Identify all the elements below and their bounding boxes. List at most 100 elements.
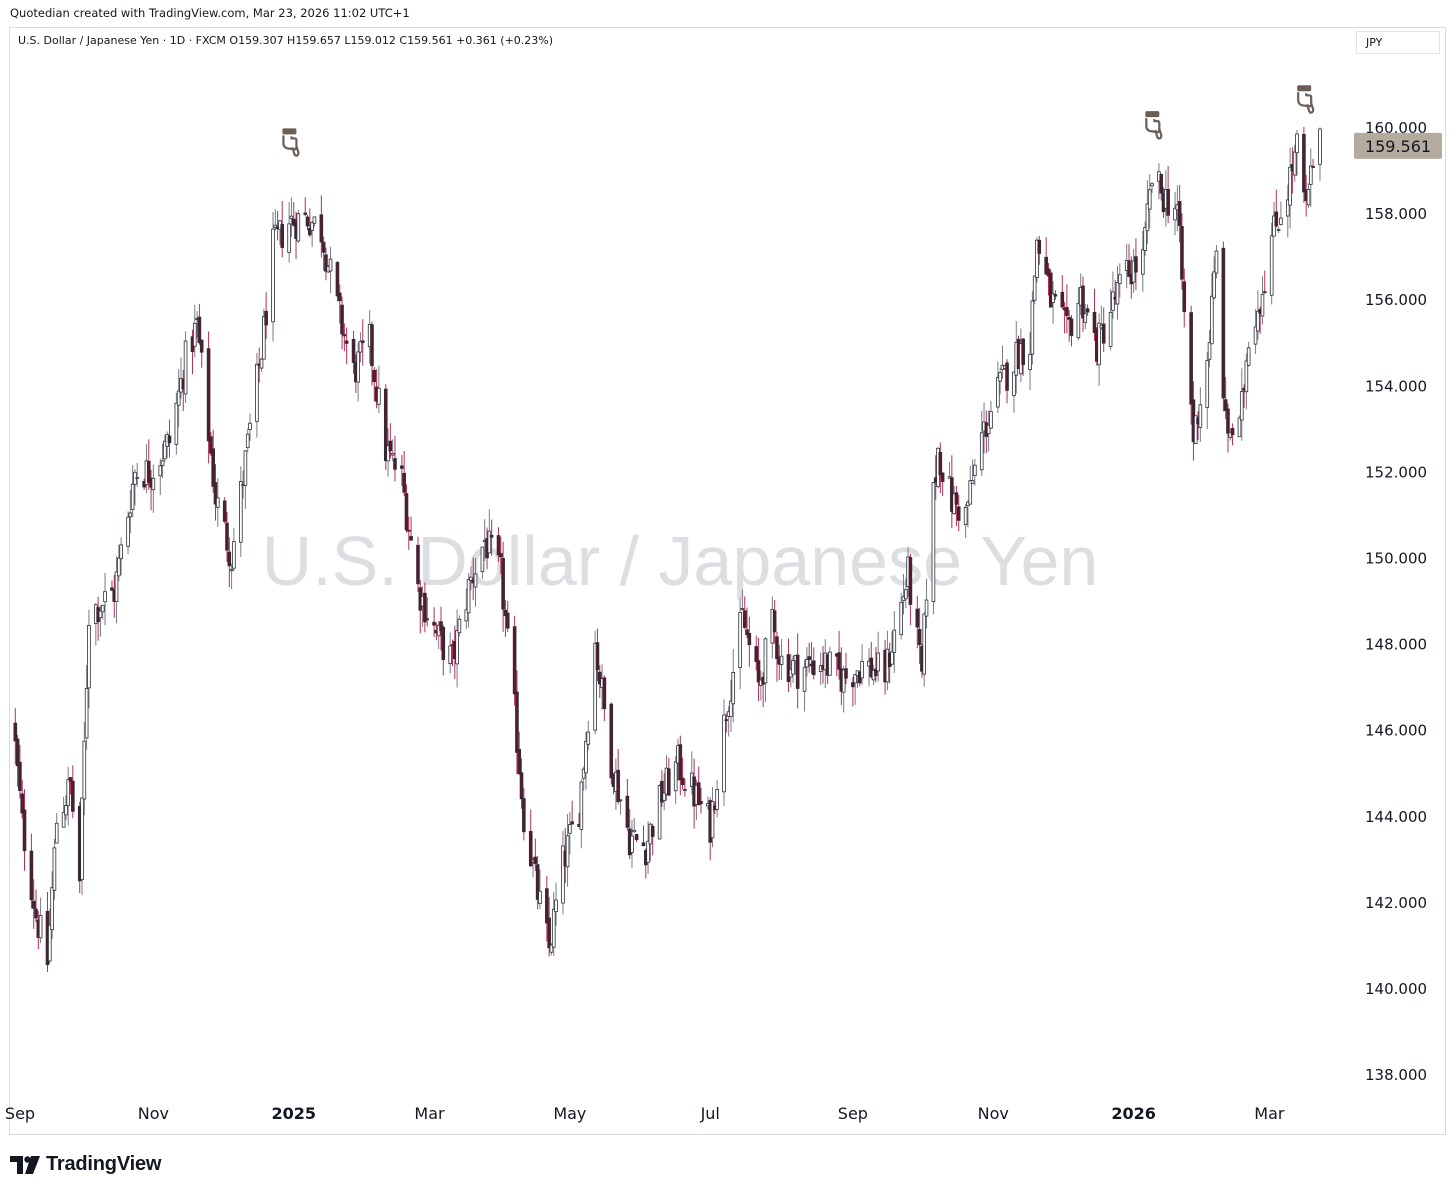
candle-body (1127, 260, 1131, 277)
candle-body (763, 638, 768, 684)
candle-body (844, 668, 848, 679)
candle-body (372, 369, 377, 383)
candle-body (1256, 310, 1260, 332)
candle-body (48, 924, 52, 962)
candle-body (1285, 199, 1290, 217)
y-tick-label: 152.000 (1365, 463, 1427, 481)
x-tick-label: Sep (5, 1104, 35, 1123)
candle-body (255, 363, 259, 422)
symbol-legend[interactable]: U.S. Dollar / Japanese Yen · 1D · FXCM O… (18, 34, 554, 47)
candle-body (280, 224, 285, 248)
candle-body (1223, 399, 1228, 412)
candle-body (772, 610, 777, 633)
candle-body (356, 351, 360, 383)
candle-body (455, 630, 459, 665)
candle-body (522, 798, 526, 833)
candle-body (393, 458, 397, 470)
candle-body (64, 805, 68, 816)
time-axis[interactable]: Sep Nov 2025 Mar May Jul Sep Nov 2026 Mar (5, 1104, 1285, 1123)
candle-body (496, 535, 501, 556)
hand-pointing-down-icon[interactable] (282, 128, 300, 157)
y-tick-label: 140.000 (1365, 980, 1427, 998)
candle-body (487, 530, 492, 554)
candles-layer (13, 126, 1322, 972)
candle-body (87, 625, 91, 689)
candle-body (922, 613, 927, 675)
candle-body (1279, 217, 1283, 225)
candle-body (860, 661, 864, 679)
brand-name: TradingView (46, 1153, 162, 1175)
candle-body (1193, 415, 1198, 444)
candle-body (1051, 293, 1055, 303)
candle-body (321, 241, 326, 253)
candle-body (811, 660, 816, 676)
hand-pointing-down-icon[interactable] (1145, 111, 1163, 140)
candle-body (595, 642, 600, 671)
candle-body (724, 719, 729, 722)
x-tick-label: Nov (978, 1104, 1009, 1123)
candle-body (876, 652, 880, 672)
candle-body (533, 856, 538, 864)
candle-body (1311, 166, 1315, 168)
candle-body (609, 703, 614, 779)
currency-label[interactable]: JPY (1356, 31, 1440, 54)
candle-body (466, 579, 471, 614)
candle-body (342, 334, 347, 337)
candle-body (568, 824, 572, 834)
candle-body (489, 534, 494, 538)
candle-body (464, 609, 469, 622)
candle-body (163, 440, 167, 460)
y-tick-label: 154.000 (1365, 377, 1427, 395)
x-tick-label: Nov (138, 1104, 169, 1123)
candle-body (328, 258, 333, 272)
candle-body (197, 316, 202, 344)
candle-body (312, 216, 317, 224)
candle-body (1053, 294, 1058, 297)
candle-body (215, 497, 220, 508)
candle-body (1145, 203, 1150, 232)
candle-body (597, 671, 602, 685)
candle-body (245, 433, 250, 449)
candle-body (1318, 128, 1322, 165)
candle-body (20, 793, 25, 814)
hand-pointing-down-icon[interactable] (1297, 85, 1315, 114)
candle-body (841, 669, 846, 693)
candle-body (386, 445, 390, 462)
candle-body (146, 460, 151, 483)
candle-body (1037, 239, 1042, 254)
chart-frame[interactable] (9, 27, 1446, 1135)
candle-body (956, 506, 961, 521)
y-tick-label: 144.000 (1365, 808, 1427, 826)
brand[interactable]: TradingView (10, 1153, 161, 1176)
candle-body (754, 646, 759, 662)
candle-body (1134, 256, 1138, 273)
candle-body (616, 769, 620, 803)
candle-body (84, 688, 89, 739)
candle-body (874, 668, 878, 677)
candle-body (130, 483, 135, 510)
candle-body (167, 435, 172, 444)
candle-body (213, 482, 218, 505)
price-axis[interactable]: 160.000 158.000 156.000 154.000 152.000 150.0… (1365, 119, 1427, 1084)
candle-body (1180, 226, 1184, 280)
candle-body (183, 340, 188, 395)
candle-body (271, 228, 275, 323)
candle-body (38, 915, 43, 939)
symbol-watermark: U.S. Dollar / Japanese Yen (262, 522, 1099, 600)
candle-body (828, 651, 832, 676)
candle-body (998, 372, 1002, 382)
candle-body (1182, 281, 1187, 312)
candle-body (243, 450, 248, 486)
candle-body (1030, 300, 1035, 355)
candle-body (259, 358, 264, 369)
candle-body (1097, 322, 1101, 366)
candle-body (441, 626, 446, 661)
candle-body (358, 341, 363, 353)
candle-body (851, 682, 855, 688)
candle-body (593, 643, 597, 731)
candle-body (795, 654, 800, 689)
candle-body (61, 812, 66, 828)
candle-body (1262, 291, 1267, 294)
candle-body (337, 292, 342, 302)
